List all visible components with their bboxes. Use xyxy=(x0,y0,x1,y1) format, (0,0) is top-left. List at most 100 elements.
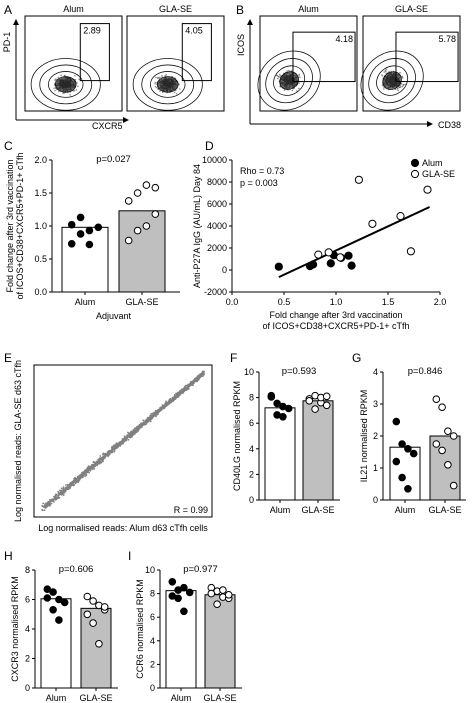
data-point xyxy=(219,586,227,594)
gene-dot xyxy=(47,501,49,504)
gene-dot xyxy=(140,422,143,425)
event-dot xyxy=(73,89,76,92)
flow-plot-a-1: Alum 2.89 xyxy=(24,4,123,112)
gene-dot xyxy=(156,410,159,413)
p-value: p=0.977 xyxy=(183,564,218,575)
gene-dot xyxy=(152,413,155,416)
y-axis-label: CCR6 normalised RPKM xyxy=(135,579,145,679)
y-tick-label: 10 xyxy=(145,565,155,575)
data-point xyxy=(142,222,151,230)
gene-dot xyxy=(176,396,179,399)
panel-label-f: F xyxy=(230,351,237,365)
gene-dot xyxy=(81,471,83,474)
event-dot xyxy=(164,74,166,77)
gene-dot xyxy=(126,434,129,436)
gene-dot xyxy=(122,440,125,442)
data-point xyxy=(322,401,331,410)
y-tick-label: 1 xyxy=(373,463,378,473)
gene-dot xyxy=(43,509,46,512)
flow-panel-a: Alum 2.89 GLA-SE 4.05 PD-1 CXCR5 xyxy=(2,4,225,131)
y-axis-label: ICOS xyxy=(236,34,246,56)
data-point xyxy=(224,591,233,599)
event-dot xyxy=(69,94,71,96)
data-point xyxy=(83,610,92,619)
y-tick-label: 8 xyxy=(249,393,254,403)
legend-marker xyxy=(410,158,420,168)
event-dot xyxy=(173,91,176,94)
gene-dot xyxy=(86,471,89,473)
data-point xyxy=(100,603,109,611)
plot-frame xyxy=(259,15,358,112)
x-tick-label: 0.0 xyxy=(226,297,239,307)
event-dot xyxy=(74,74,76,77)
event-dot xyxy=(57,76,60,79)
gene-dot xyxy=(115,442,118,445)
gene-dot xyxy=(201,370,204,373)
x-tick-label: 0.5 xyxy=(278,297,291,307)
y-axis-label: PD-1 xyxy=(2,32,12,53)
gate-value: 2.89 xyxy=(83,26,101,36)
y-tick-label: 0 xyxy=(373,495,378,505)
data-point-gla-se xyxy=(324,248,333,257)
gene-dot xyxy=(183,389,186,392)
gene-dot xyxy=(48,503,51,506)
data-point xyxy=(267,393,276,401)
gene-dot xyxy=(170,399,172,401)
contour-ring xyxy=(54,76,77,93)
gene-dot xyxy=(140,426,142,429)
gene-dot xyxy=(43,506,45,508)
gene-dot xyxy=(89,466,92,469)
bar-panel-i: 0 2 4 6 8 10 Alum GLA-SE p=0.977 CCR6 normalised … xyxy=(135,564,242,703)
gene-dot xyxy=(198,376,201,379)
gene-dot xyxy=(121,438,124,440)
gene-dot xyxy=(121,441,124,444)
gene-dot xyxy=(75,477,78,480)
gene-dot xyxy=(66,486,68,489)
bar-gla-se xyxy=(80,607,112,689)
gene-dot xyxy=(171,398,174,401)
gene-dot xyxy=(128,434,131,437)
y-tick-label: 8 xyxy=(25,565,30,575)
gene-dot xyxy=(164,402,167,405)
data-point xyxy=(168,578,177,586)
plot-frame xyxy=(24,15,123,112)
gene-dot xyxy=(63,491,66,494)
gene-dot xyxy=(94,463,96,466)
y-axis-label: Fold change after 3rd vaccination xyxy=(5,159,15,292)
gene-dot xyxy=(181,390,184,393)
data-point xyxy=(60,598,69,607)
gene-dot xyxy=(143,422,146,425)
correlation-value: R = 0.99 xyxy=(174,505,208,515)
y-tick-label: 1.5 xyxy=(34,188,47,198)
gene-dot xyxy=(102,460,104,463)
data-point xyxy=(124,236,133,245)
gene-dot xyxy=(55,498,58,501)
gene-dot xyxy=(104,455,107,458)
data-point xyxy=(392,417,401,426)
contour-ring xyxy=(30,58,101,111)
data-point xyxy=(151,210,160,218)
data-point xyxy=(95,640,103,648)
gene-dot xyxy=(193,380,196,383)
event-dot xyxy=(155,86,158,89)
data-point xyxy=(67,240,76,248)
gene-dot xyxy=(158,409,161,411)
data-point xyxy=(124,197,133,205)
data-point xyxy=(284,404,293,413)
bar-alum xyxy=(61,226,109,293)
flow-panel-b: Alum 4.18 GLA-SE 5.78 ICOS CD38 xyxy=(236,4,461,130)
contour-ring xyxy=(360,50,424,111)
y-tick-label: 4000 xyxy=(207,221,227,231)
gene-dot xyxy=(53,495,55,498)
gene-dot xyxy=(52,499,55,501)
data-point xyxy=(85,226,94,235)
data-point xyxy=(133,189,142,197)
bar-panel-f: 0 2 4 6 8 10 Alum GLA-SE p=0.593 CD40LG normalise… xyxy=(232,366,340,515)
gene-dot xyxy=(190,384,192,386)
gene-dot xyxy=(161,404,164,407)
y-tick-label: 0.0 xyxy=(34,287,47,297)
y-axis-label: CD40LG normalised RPKM xyxy=(232,381,242,491)
data-point xyxy=(55,595,63,604)
bar-gla-se xyxy=(118,210,166,293)
gene-dot xyxy=(130,434,132,436)
